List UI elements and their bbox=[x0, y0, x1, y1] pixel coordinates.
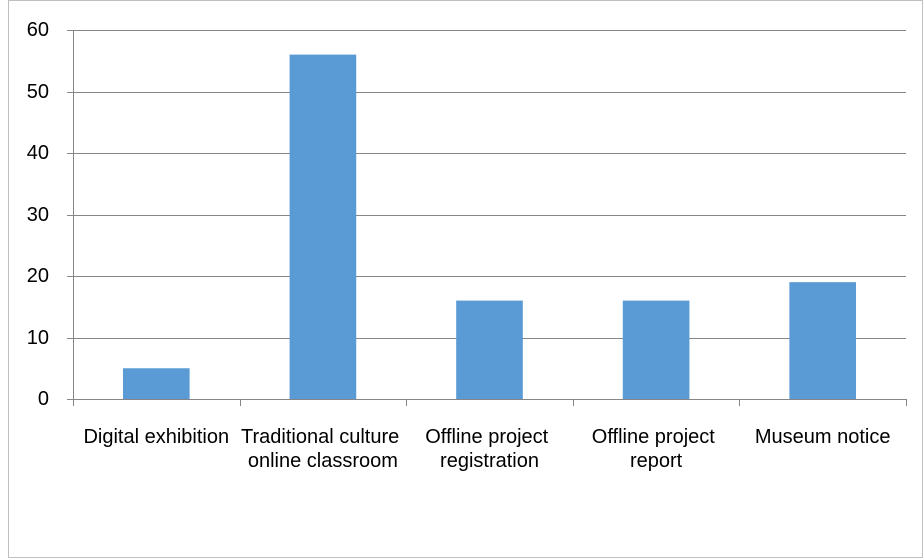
bar bbox=[456, 300, 523, 399]
x-tick-label: Offline project registration bbox=[425, 426, 554, 472]
bar bbox=[122, 368, 190, 399]
x-tick-label: Traditional culture online classroom bbox=[241, 426, 405, 472]
y-tick-label: 10 bbox=[27, 327, 49, 349]
x-tick-label-line: report bbox=[630, 450, 683, 472]
y-tick-label: 40 bbox=[27, 142, 49, 164]
x-tick-label-line: Offline project bbox=[592, 426, 721, 448]
x-tick-label-line: Offline project bbox=[425, 426, 554, 448]
y-tick-label: 0 bbox=[38, 388, 49, 410]
bar bbox=[789, 282, 857, 399]
chart-border bbox=[8, 0, 923, 558]
y-tick-label: 60 bbox=[27, 19, 49, 41]
y-tick-label: 20 bbox=[27, 265, 49, 287]
bar bbox=[289, 54, 357, 399]
x-tick-label: Offline project report bbox=[592, 426, 721, 472]
x-tick-label-line: registration bbox=[440, 450, 539, 472]
y-tick-label: 30 bbox=[27, 204, 49, 226]
x-tick-label-line: Digital exhibition bbox=[83, 426, 229, 448]
x-tick-label-line: Traditional culture bbox=[241, 426, 405, 448]
x-tick-label: Digital exhibition bbox=[83, 426, 229, 448]
x-tick-label-line: Museum notice bbox=[755, 426, 891, 448]
x-tick-label-line: online classroom bbox=[248, 450, 398, 472]
y-tick-label: 50 bbox=[27, 81, 49, 103]
bar bbox=[622, 300, 690, 399]
x-tick-label: Museum notice bbox=[755, 426, 891, 448]
